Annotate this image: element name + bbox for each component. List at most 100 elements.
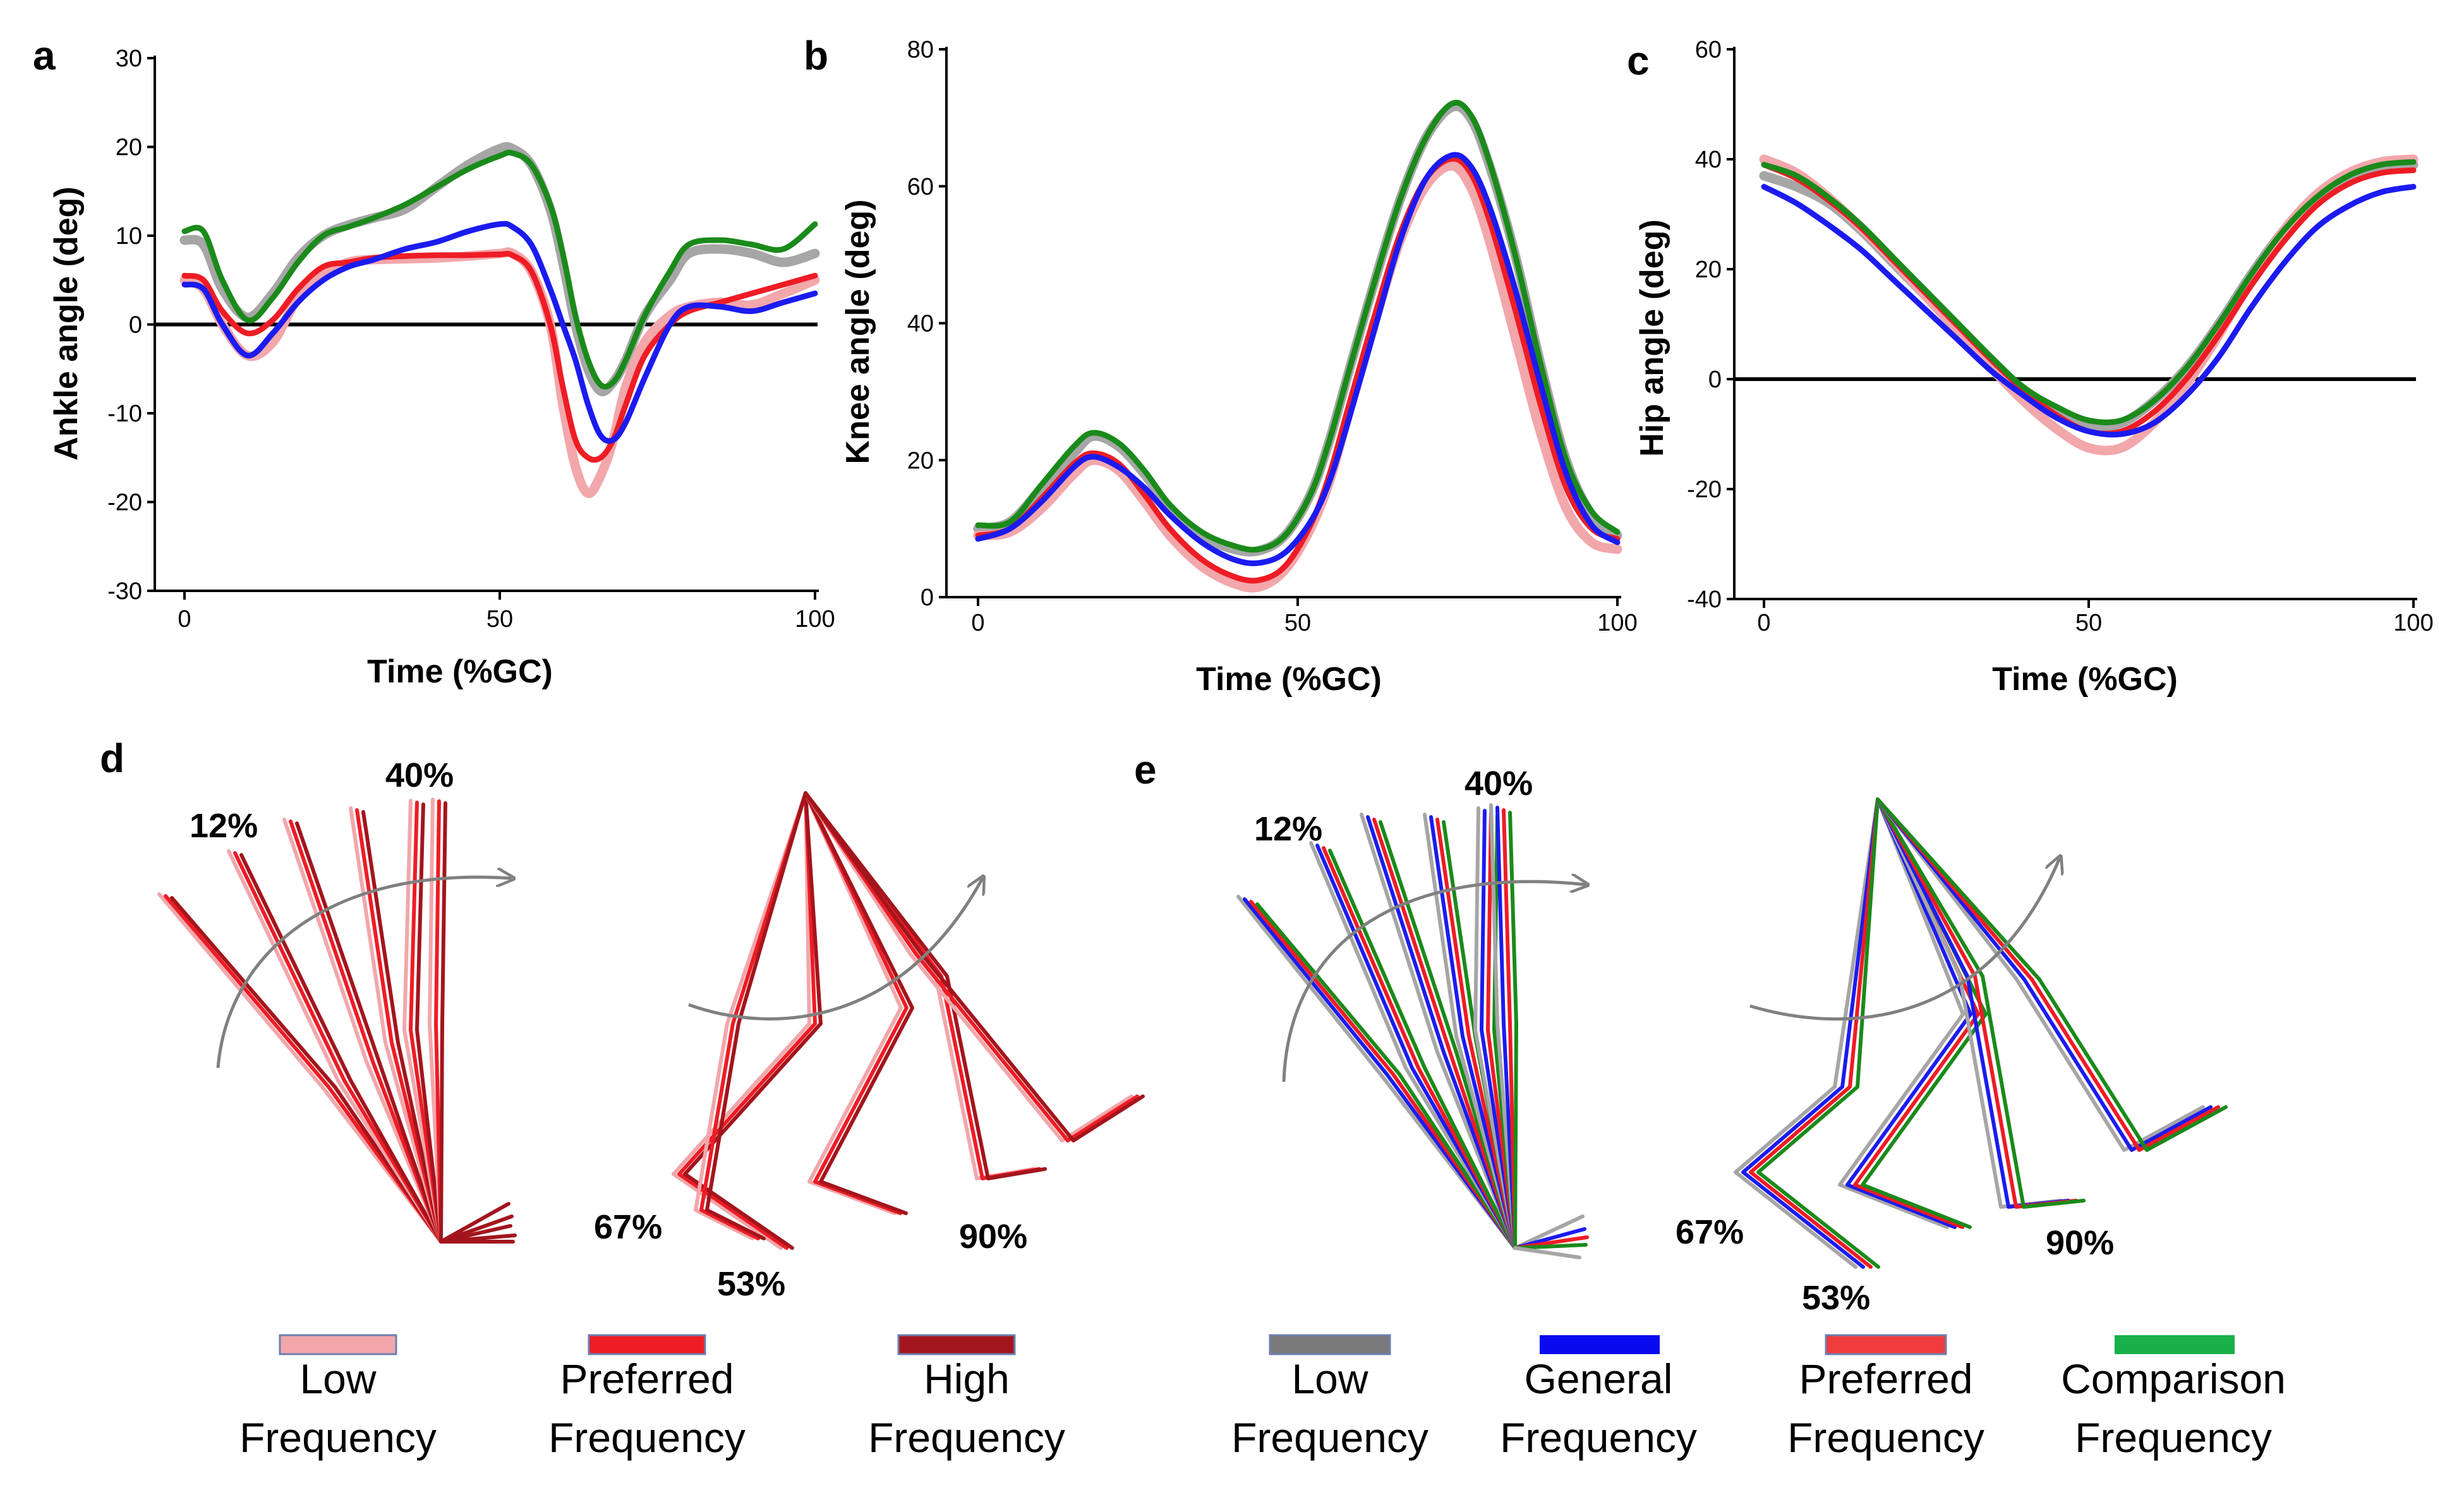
knee-stick-segment xyxy=(804,791,1047,1180)
legend-swatch xyxy=(1269,1334,1391,1355)
panel-c: c -40 -20 0 20 40 60 0 50 100 Time (%GC) Hip ang… xyxy=(1627,37,2434,698)
x-tick-label: 100 xyxy=(2393,610,2433,636)
foot-stick-segment xyxy=(1513,1246,1581,1259)
legend-label-line1: Preferred xyxy=(1799,1355,1972,1402)
panel-a-axes: -30 -20 -10 0 10 20 30 0 50 100 xyxy=(107,45,835,633)
hip-stick-segment xyxy=(1423,813,1517,1250)
panel-d-pct-90: 90% xyxy=(959,1218,1027,1256)
hip-stick-segment xyxy=(1366,815,1517,1250)
knee-stick-segment xyxy=(1876,797,2205,1152)
legend-d-item-low: Low Frequency xyxy=(239,1334,437,1461)
panel-d-hip-arrow xyxy=(216,877,512,1069)
legend-d-item-preferred: Preferred Frequency xyxy=(548,1334,746,1461)
knee-stick-segment xyxy=(1845,797,1972,1229)
hip-stick-segment xyxy=(355,808,443,1244)
hip-stick-segment xyxy=(289,820,443,1244)
series-line-preferred xyxy=(1761,162,2417,437)
legend-d: Low Frequency Preferred Frequency High F… xyxy=(239,1334,1065,1461)
x-tick-label: 100 xyxy=(795,606,835,633)
knee-stick-segment xyxy=(683,791,823,1250)
panel-e-pct-53: 53% xyxy=(1802,1279,1870,1317)
legend-label-line2: Frequency xyxy=(548,1414,746,1461)
hip-stick-segment xyxy=(170,896,443,1244)
knee-stick-segment xyxy=(1734,797,1880,1269)
y-tick-label: 60 xyxy=(907,174,934,200)
panel-b: b 0 20 40 60 80 0 50 100 Time (%GC) Knee angle … xyxy=(804,33,1638,698)
hip-stick-segment xyxy=(1328,849,1517,1250)
panel-label-a: a xyxy=(33,33,56,78)
panel-d-pct-67: 67% xyxy=(594,1208,662,1246)
panel-d-pct-53: 53% xyxy=(717,1265,785,1303)
legend-d-item-high: High Frequency xyxy=(868,1334,1065,1461)
knee-stick-segment xyxy=(672,791,811,1250)
x-tick-label: 50 xyxy=(1284,610,1311,636)
panel-label-c: c xyxy=(1627,38,1650,83)
y-tick-label: 80 xyxy=(907,37,934,63)
legend-swatch xyxy=(1825,1334,1947,1355)
hip-stick-segment xyxy=(1486,811,1517,1250)
knee-stick-segment xyxy=(1876,797,2086,1209)
hip-stick-segment xyxy=(402,799,443,1244)
series-line-green xyxy=(181,149,818,390)
legend-label-line2: Frequency xyxy=(239,1414,437,1461)
hip-stick-segment xyxy=(428,797,443,1244)
series-line-blue xyxy=(181,221,818,444)
legend-label-line2: Frequency xyxy=(868,1414,1065,1461)
legend-swatch xyxy=(897,1334,1016,1355)
knee-stick-segment xyxy=(804,791,914,1215)
y-tick-label: -20 xyxy=(1687,476,1722,503)
y-tick-label: 30 xyxy=(116,45,142,72)
knee-stick-segment xyxy=(804,791,1145,1142)
legend-label-line2: Frequency xyxy=(1787,1414,1984,1461)
legend-e-item-preferred: Preferred Frequency xyxy=(1787,1334,1984,1461)
panel-a-lines xyxy=(179,142,820,499)
legend-swatch xyxy=(2115,1335,2235,1354)
hip-stick-segment xyxy=(439,801,447,1244)
panel-e-pct-90: 90% xyxy=(2046,1224,2114,1262)
knee-stick-segment xyxy=(804,791,903,1215)
knee-stick-segment xyxy=(1756,797,1880,1269)
panel-e: e 12% 40% 67% 53% 90% xyxy=(1134,747,2228,1317)
series-line-green xyxy=(975,99,1621,553)
panel-b-axes: 0 20 40 60 80 0 50 100 xyxy=(907,37,1638,636)
y-tick-label: 40 xyxy=(907,311,934,337)
legend-swatch xyxy=(1540,1335,1660,1354)
panel-e-pct-40: 40% xyxy=(1465,765,1533,803)
legend-label-line2: Frequency xyxy=(2075,1414,2272,1461)
panel-e-hip-arrow xyxy=(1282,881,1586,1082)
knee-stick-segment xyxy=(804,791,909,1215)
knee-stick-segment xyxy=(677,791,817,1250)
hip-stick-segment xyxy=(434,799,443,1244)
panel-a: a -30 -20 -10 0 10 20 30 0 50 100 Time (%GC) Ankl… xyxy=(33,33,835,690)
legend-swatch xyxy=(279,1334,397,1355)
panel-d-pct-12: 12% xyxy=(190,807,258,845)
legend-label-line1: General xyxy=(1525,1355,1673,1402)
panel-d: d 12% 40% 67% 53% 90% xyxy=(100,736,1145,1303)
x-tick-label: 50 xyxy=(486,606,513,633)
panel-d-stick-figures xyxy=(157,791,1145,1250)
series-line-blue xyxy=(975,152,1621,566)
foot-stick-segment xyxy=(1513,1214,1585,1250)
panel-c-ylabel: Hip angle (deg) xyxy=(1634,219,1670,457)
y-tick-label: 10 xyxy=(116,223,142,250)
hip-stick-segment xyxy=(1473,806,1517,1250)
legend-label-line1: Preferred xyxy=(560,1355,734,1402)
hip-stick-segment xyxy=(1489,803,1517,1250)
legend-e: Low Frequency General Frequency Preferre… xyxy=(1231,1334,2286,1461)
hip-stick-segment xyxy=(361,810,443,1244)
legend-e-item-general: General Frequency xyxy=(1500,1335,1697,1461)
panel-c-xlabel: Time (%GC) xyxy=(1992,661,2178,698)
hip-stick-segment xyxy=(1435,818,1517,1250)
panel-d-pct-40: 40% xyxy=(385,756,454,794)
knee-stick-segment xyxy=(1876,797,2213,1152)
y-tick-label: 40 xyxy=(1695,147,1722,173)
panel-a-ylabel: Ankle angle (deg) xyxy=(48,186,85,460)
knee-stick-segment xyxy=(1876,797,2228,1152)
knee-stick-segment xyxy=(1838,797,1965,1229)
hip-stick-segment xyxy=(295,821,443,1244)
hip-stick-segment xyxy=(1372,818,1517,1250)
knee-stick-segment xyxy=(804,791,1133,1142)
legend-label-line1: High xyxy=(924,1355,1010,1402)
y-tick-label: 60 xyxy=(1695,37,1722,63)
legend-label-line2: Frequency xyxy=(1231,1414,1428,1461)
